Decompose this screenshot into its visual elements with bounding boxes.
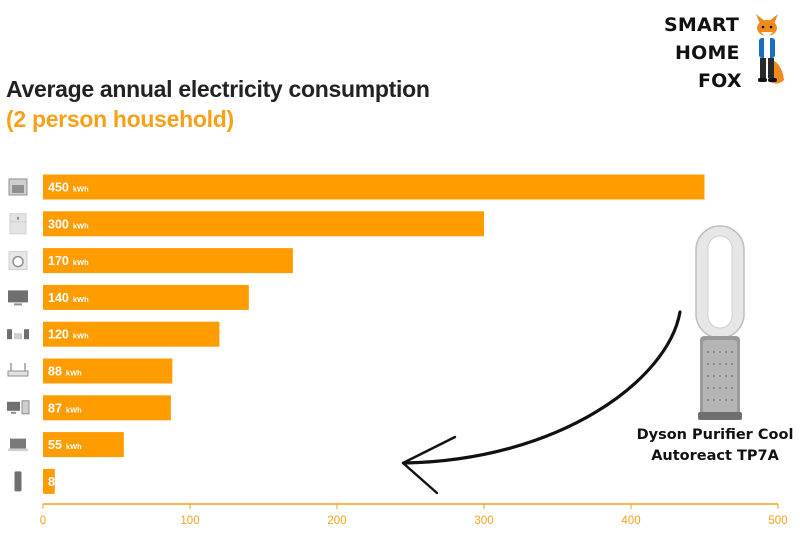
pointer-arrow bbox=[401, 310, 682, 495]
tv-icon bbox=[8, 290, 28, 306]
bar-washing-machine bbox=[43, 248, 293, 274]
bar-value-label: 88 kWh bbox=[48, 365, 82, 379]
chart-subtitle: (2 person household) bbox=[6, 106, 234, 132]
fox-mascot-icon bbox=[756, 14, 784, 84]
stove-icon bbox=[8, 178, 28, 196]
chart-title: Average annual electricity consumption bbox=[6, 76, 430, 102]
appliance-icons bbox=[7, 178, 30, 492]
router-icon bbox=[7, 363, 29, 377]
smart-home-fox-logo: SMART HOME FOX bbox=[660, 10, 790, 92]
x-tick-label: 500 bbox=[768, 515, 787, 527]
bar-stereo bbox=[43, 321, 220, 347]
laptop-icon bbox=[8, 438, 28, 452]
product-label: Dyson Purifier Cool Autoreact TP7A bbox=[630, 425, 800, 467]
bar-laptop bbox=[43, 432, 124, 458]
bars-group: 450 kWh 300 kWh 170 kWh 140 kWh 120 kWh 88 kWh 87 kWh… bbox=[43, 174, 705, 494]
bar-router bbox=[43, 358, 173, 384]
x-tick-label: 100 bbox=[180, 515, 199, 527]
bar-value-label: 140 kWh bbox=[48, 291, 89, 305]
x-tick-label: 200 bbox=[327, 515, 346, 527]
bar-value-label: 55 kWh bbox=[48, 438, 82, 452]
desktop-computer-icon bbox=[7, 400, 30, 415]
product-label-line1: Dyson Purifier Cool bbox=[636, 427, 794, 443]
washing-machine-icon bbox=[8, 251, 28, 271]
x-tick-label: 300 bbox=[474, 515, 493, 527]
bar-value-label: 300 kWh bbox=[48, 217, 89, 231]
bar-value-label: 8 kWh bbox=[48, 475, 75, 489]
product-label-line2: Autoreact TP7A bbox=[651, 448, 779, 464]
bar-value-label: 450 kWh bbox=[48, 181, 89, 195]
fridge-icon bbox=[9, 213, 27, 235]
logo-text-smart: SMART bbox=[664, 14, 740, 36]
bar-air-purifier bbox=[43, 468, 55, 494]
x-tick-label: 400 bbox=[621, 515, 640, 527]
bar-fridge bbox=[43, 211, 484, 237]
dyson-purifier-image bbox=[695, 225, 745, 420]
bar-value-label: 87 kWh bbox=[48, 401, 82, 415]
x-axis: 0 100 200 300 400 500 bbox=[40, 503, 788, 527]
bar-value-label: 120 kWh bbox=[48, 328, 89, 342]
x-tick-label: 0 bbox=[40, 515, 46, 527]
logo-text-fox: FOX bbox=[698, 70, 742, 92]
logo-text-home: HOME bbox=[675, 42, 740, 64]
bar-value-label: 170 kWh bbox=[48, 254, 89, 268]
bar-tv bbox=[43, 284, 249, 310]
stereo-icon bbox=[7, 329, 29, 340]
bar-stove bbox=[43, 174, 705, 200]
bar-desktop-computer bbox=[43, 395, 171, 421]
air-purifier-icon bbox=[14, 471, 22, 492]
